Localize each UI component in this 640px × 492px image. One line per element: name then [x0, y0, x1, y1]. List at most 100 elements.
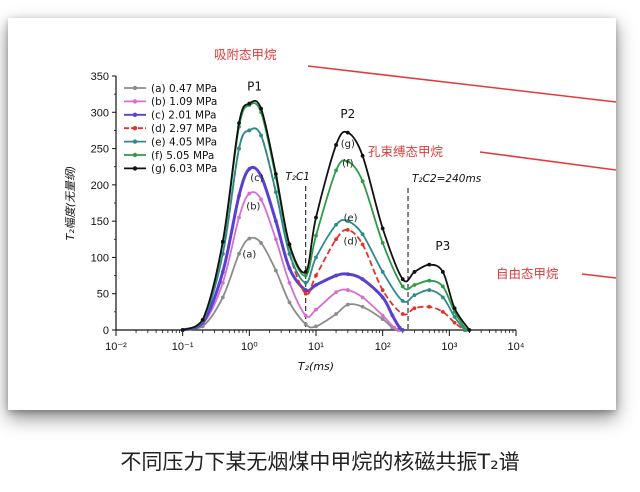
data-point	[440, 295, 445, 300]
y-tick-label: 0	[103, 325, 109, 337]
data-point	[247, 128, 252, 133]
data-point	[247, 101, 252, 106]
data-point	[180, 328, 185, 332]
data-point	[440, 284, 445, 289]
data-point	[412, 306, 417, 311]
data-point	[380, 313, 385, 318]
data-point	[380, 226, 385, 231]
annotation-label: 孔束缚态甲烷	[368, 144, 444, 159]
x-tick-label: 10⁰	[241, 341, 258, 353]
data-point	[440, 309, 445, 314]
data-point	[360, 232, 365, 237]
data-point	[314, 324, 318, 329]
data-point	[400, 284, 405, 289]
curve-label: (d)	[343, 236, 357, 247]
data-point	[360, 304, 365, 309]
figure-caption: 不同压力下某无烟煤中甲烷的核磁共振T₂谱	[120, 450, 520, 474]
curve-label: (g)	[341, 139, 355, 150]
data-point	[314, 273, 318, 278]
data-point	[345, 227, 350, 232]
data-point	[440, 270, 445, 274]
data-point	[287, 280, 292, 285]
data-point	[390, 313, 395, 318]
data-point	[287, 251, 292, 256]
data-point	[464, 328, 469, 332]
x-tick-label: 10¹	[308, 341, 324, 353]
y-tick-label: 150	[91, 216, 109, 228]
data-point	[303, 280, 308, 285]
data-point	[427, 262, 432, 267]
data-point	[247, 166, 252, 171]
series-line-b	[182, 191, 401, 331]
data-point	[380, 270, 385, 274]
data-point	[380, 288, 385, 292]
peak-label: P3	[435, 239, 450, 253]
series-line-f	[182, 102, 468, 331]
data-point	[259, 133, 263, 138]
data-point	[412, 270, 417, 274]
data-point	[314, 255, 318, 260]
data-point	[467, 328, 472, 332]
data-point	[334, 312, 338, 316]
legend-marker	[132, 85, 138, 91]
data-point	[380, 317, 385, 322]
data-point	[334, 290, 338, 295]
data-point	[345, 302, 350, 307]
data-point	[303, 291, 308, 296]
data-point	[427, 304, 432, 309]
data-point	[220, 239, 225, 244]
series-line-g	[182, 99, 471, 331]
data-point	[259, 241, 263, 245]
data-point	[345, 159, 350, 164]
data-point	[287, 300, 292, 305]
data-point	[412, 293, 417, 298]
data-point	[237, 193, 241, 198]
legend-marker	[132, 112, 138, 118]
data-point	[273, 237, 278, 242]
x-axis-title: T₂(ms)	[298, 360, 334, 373]
annotation-leader-line	[307, 65, 616, 103]
annotation-leader-line	[479, 151, 616, 171]
legend-marker	[132, 152, 138, 158]
annotation-leader-line	[581, 273, 616, 279]
data-point	[334, 237, 338, 242]
data-point	[427, 278, 432, 283]
data-point	[345, 288, 350, 292]
curve-label: (c)	[250, 173, 263, 184]
data-point	[314, 215, 318, 220]
peak-label: P1	[247, 80, 262, 94]
legend-entry: (f) 5.05 MPa	[151, 150, 214, 162]
data-point	[220, 295, 225, 300]
cutoff-label: T₂C1	[285, 171, 310, 183]
x-tick-label: 10⁻²	[105, 341, 127, 353]
data-point	[345, 272, 350, 277]
data-point	[452, 320, 457, 325]
data-point	[314, 283, 318, 287]
data-point	[220, 280, 225, 285]
data-point	[259, 197, 263, 202]
legend-entry: (d) 2.97 MPa	[151, 123, 217, 135]
x-tick-label: 10²	[375, 341, 391, 353]
data-point	[427, 288, 432, 292]
data-point	[412, 283, 417, 287]
data-point	[303, 273, 308, 278]
legend-entry: (e) 4.05 MPa	[151, 136, 217, 148]
legend-marker	[132, 99, 138, 104]
legend-entry: (c) 2.01 MPa	[151, 110, 216, 122]
y-axis-title: T₂幅度(无量纲)	[64, 166, 77, 241]
data-point	[273, 268, 278, 273]
series-line-e	[182, 127, 466, 331]
data-point	[397, 325, 402, 330]
legend-entry: (g) 6.03 MPa	[151, 163, 217, 175]
data-point	[259, 106, 263, 111]
data-point	[360, 242, 365, 247]
curve-label: (e)	[344, 213, 358, 224]
chart-card: 0 50 100 150 200 250 300 350 10⁻² 10⁻¹ 10⁰ 10¹ 10² 10…	[8, 18, 616, 410]
data-point	[400, 312, 405, 316]
legend-marker	[132, 166, 138, 171]
data-point	[452, 315, 457, 319]
data-point	[334, 222, 338, 227]
data-point	[334, 273, 338, 278]
data-point	[200, 317, 205, 322]
data-point	[303, 288, 308, 292]
